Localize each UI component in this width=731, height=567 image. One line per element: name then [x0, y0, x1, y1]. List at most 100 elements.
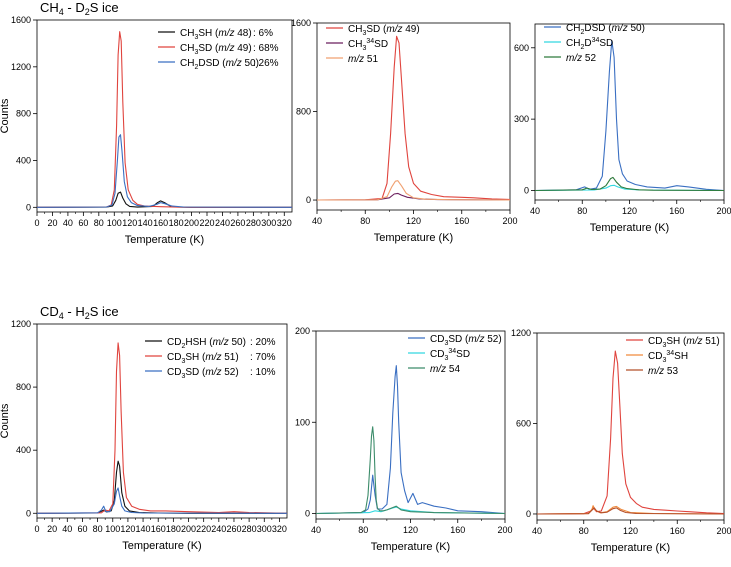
legend-label-3: m/z 53: [648, 366, 678, 377]
y-tick-label: 0: [306, 195, 311, 205]
x-tick-label: 180: [169, 218, 184, 228]
x-tick-label: 120: [122, 218, 137, 228]
legend-share-1: : 6%: [253, 28, 273, 39]
legend-label-3: m/z 51: [348, 54, 378, 65]
y-tick-label: 1600: [291, 18, 311, 28]
legend-label-2: CD3​SH (m/z 51): [167, 352, 239, 365]
x-axis-label: Temperature (K): [374, 232, 453, 244]
x-tick-label: 80: [360, 216, 370, 226]
x-tick-label: 20: [47, 218, 57, 228]
plot-frame: [536, 332, 725, 521]
x-tick-label: 260: [226, 524, 241, 534]
chart-panel-1: 0 20 40 60 80 100 120 140 160 180 200 220 240 260 280 3…: [0, 0, 293, 246]
x-tick-label: 40: [530, 206, 540, 216]
legend-label-1: CD2​HSH (m/z 50): [167, 337, 246, 350]
series-line-1: [36, 191, 292, 208]
series-line-2: [36, 342, 288, 514]
y-tick-label: 100: [295, 417, 310, 427]
x-tick-label: 160: [454, 216, 469, 226]
x-tick-label: 120: [120, 524, 135, 534]
chart-panel-4: 0 20 40 60 80 100 120 140 160 180 200 220 240 260 280 3…: [0, 304, 288, 552]
legend-label-2: CH3​SD (m/z 49): [180, 43, 252, 56]
series-line-3: [536, 507, 725, 515]
x-tick-label: 20: [47, 524, 57, 534]
y-axis-label: Counts: [0, 403, 11, 438]
x-axis-label: Temperature (K): [125, 234, 204, 246]
legend-label-2: CH3​34​SD: [348, 38, 388, 52]
y-tick-label: 0: [26, 202, 31, 212]
y-tick-label: 0: [526, 509, 531, 519]
series-line-1: [316, 35, 511, 201]
series-line-1: [315, 365, 506, 515]
chart-panel-3: 40 80 120 160 200 0 300 600 Temperature (K) CH2​D…: [514, 23, 731, 234]
x-tick-label: 200: [502, 216, 517, 226]
x-tick-label: 200: [181, 524, 196, 534]
series-line-3: [36, 487, 288, 514]
plot-frame: [315, 330, 506, 520]
x-tick-label: 100: [105, 524, 120, 534]
x-tick-label: 200: [716, 206, 731, 216]
x-tick-label: 120: [622, 206, 637, 216]
x-tick-label: 160: [669, 206, 684, 216]
y-tick-label: 600: [516, 418, 531, 428]
legend-label-1: CH2​DSD (m/z 50): [566, 23, 645, 36]
y-tick-label: 1200: [11, 62, 31, 72]
x-tick-label: 220: [199, 218, 214, 228]
x-tick-label: 120: [406, 216, 421, 226]
x-tick-label: 320: [277, 218, 292, 228]
x-axis-label: Temperature (K): [371, 541, 450, 553]
legend-label-3: CH2​DSD (m/z 50): [180, 58, 259, 71]
x-tick-label: 80: [358, 525, 368, 535]
y-axis-label: Counts: [0, 98, 11, 133]
x-tick-label: 200: [497, 525, 512, 535]
x-tick-label: 160: [153, 218, 168, 228]
plot-frame: [36, 19, 293, 213]
y-tick-label: 200: [295, 326, 310, 336]
legend-label-3: m/z 52: [566, 53, 596, 64]
legend-share-1: : 20%: [250, 337, 276, 348]
x-tick-label: 240: [211, 524, 226, 534]
chart-panel-5: 40 80 120 160 200 0 100 200 Temperature (K) CD3​S…: [295, 326, 513, 553]
legend-label-3: m/z 54: [430, 364, 460, 375]
x-tick-label: 160: [151, 524, 166, 534]
x-tick-label: 240: [215, 218, 230, 228]
x-tick-label: 120: [623, 526, 638, 536]
y-tick-label: 400: [16, 155, 31, 165]
chart-panel-6: 40 80 120 160 200 0 600 1200 Temperature (K) CD3​…: [511, 328, 731, 554]
series-line-1: [534, 40, 725, 192]
x-axis-label: Temperature (K): [590, 222, 669, 234]
y-tick-label: 0: [305, 509, 310, 519]
x-tick-label: 140: [138, 218, 153, 228]
series-line-3: [315, 426, 506, 515]
legend-label-2: CH2​D34​SD: [566, 37, 613, 51]
y-tick-label: 800: [16, 382, 31, 392]
legend-label-1: CD3​SH (m/z 51): [648, 336, 720, 349]
x-tick-label: 260: [230, 218, 245, 228]
plot-frame: [36, 323, 288, 519]
x-tick-label: 0: [34, 218, 39, 228]
series-line-2: [316, 192, 511, 201]
panel-title: CD4​ - H2​S ice: [40, 304, 119, 321]
x-tick-label: 100: [107, 218, 122, 228]
x-tick-label: 200: [184, 218, 199, 228]
x-tick-label: 80: [93, 524, 103, 534]
series-line-3: [36, 134, 293, 208]
x-tick-label: 60: [78, 218, 88, 228]
legend-label-1: CH3​SD (m/z 49): [348, 24, 420, 37]
legend-label-1: CH3​SH (m/z 48): [180, 28, 252, 41]
x-axis-label: Temperature (K): [122, 540, 201, 552]
y-tick-label: 800: [296, 107, 311, 117]
legend-label-2: CD3​34​SH: [648, 350, 688, 364]
x-tick-label: 40: [532, 526, 542, 536]
x-tick-label: 220: [196, 524, 211, 534]
plot-frame: [534, 23, 725, 201]
x-tick-label: 40: [312, 216, 322, 226]
x-tick-label: 80: [577, 206, 587, 216]
x-tick-label: 280: [246, 218, 261, 228]
x-tick-label: 40: [62, 524, 72, 534]
x-tick-label: 120: [403, 525, 418, 535]
x-tick-label: 300: [257, 524, 272, 534]
x-tick-label: 180: [166, 524, 181, 534]
y-tick-label: 800: [16, 109, 31, 119]
